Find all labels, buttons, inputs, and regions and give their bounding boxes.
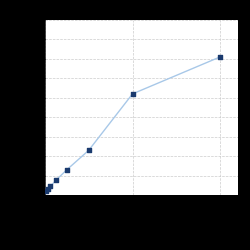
Point (65, 168, 69, 172)
Y-axis label: OD: OD (23, 102, 28, 113)
Point (87, 148, 91, 152)
Point (218, 55, 222, 59)
X-axis label: Human ZZZ3
Concentration (ng/ml): Human ZZZ3 Concentration (ng/ml) (106, 207, 176, 218)
Point (44, 189, 48, 193)
Point (48, 184, 52, 188)
Point (130, 92, 134, 96)
Point (54, 178, 58, 182)
Point (46, 187, 50, 191)
